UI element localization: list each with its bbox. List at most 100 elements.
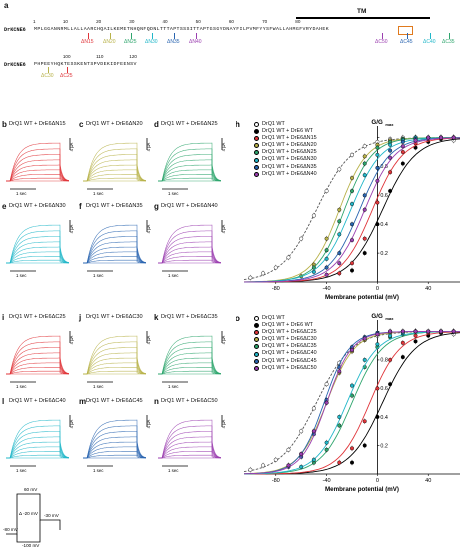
deletion-label: ΔC40 <box>423 39 436 45</box>
current-trace <box>83 142 147 182</box>
x-tick-label: 40 <box>425 478 431 484</box>
c-deletion-markers-line1: ΔC50 ΔC45 ΔC40 ΔC35 <box>0 33 470 53</box>
time-scale-label: 1 sec <box>168 384 179 389</box>
current-trace <box>6 436 70 459</box>
data-point <box>349 152 354 157</box>
data-point <box>362 443 367 448</box>
data-point <box>388 329 393 334</box>
current-trace <box>6 454 70 459</box>
data-point <box>451 329 456 334</box>
legend-marker <box>254 337 259 343</box>
data-point <box>261 463 266 468</box>
current-trace <box>6 419 70 459</box>
legend-label: DrQ1 WT + DrE6ΔC50 <box>262 364 317 371</box>
current-trace <box>83 436 147 459</box>
current-scale-label: 4 μA <box>69 335 74 344</box>
data-point <box>438 329 443 334</box>
current-trace <box>158 352 222 375</box>
current-traces: 4 μA 1 sec <box>158 331 226 389</box>
legend-item: DrQ1 WT + DrE6ΔC35 <box>254 343 317 350</box>
data-point <box>400 150 405 155</box>
current-trace <box>83 335 147 375</box>
deletion-label: ΔN35 <box>167 39 180 45</box>
deletion-tick <box>152 33 153 39</box>
data-point <box>324 400 329 405</box>
data-point <box>451 135 456 140</box>
current-trace <box>158 335 222 375</box>
tm-box <box>398 25 413 35</box>
data-point <box>362 154 367 159</box>
current-trace <box>83 256 146 264</box>
legend-marker <box>254 171 259 177</box>
residue-number: 100 <box>62 54 71 59</box>
data-point <box>362 336 367 341</box>
residue-number: 80 <box>295 19 301 24</box>
x-tick-label: 0 <box>376 286 379 292</box>
data-point <box>375 222 380 227</box>
legend-label: DrQ1 WT <box>262 121 285 127</box>
tm-bar <box>296 17 430 20</box>
current-scale-label: 4 μA <box>221 224 226 233</box>
data-point <box>324 447 329 452</box>
current-trace <box>6 335 70 375</box>
current-trace <box>158 347 222 375</box>
protocol-vtail: -30 mV <box>44 513 60 518</box>
current-trace <box>83 352 147 375</box>
current-trace <box>158 367 221 375</box>
panel-letter: g <box>154 202 159 211</box>
y-tick-label: 0.8 <box>380 358 388 364</box>
data-point <box>324 188 329 193</box>
x-tick-label: 0 <box>376 478 379 484</box>
deletion-tick <box>110 33 111 39</box>
trace-panel-title: DrQ1 WT + DrE6ΔN30 <box>9 203 66 209</box>
data-point <box>362 144 367 149</box>
current-trace <box>158 451 221 459</box>
legend-item: DrQ1 WT <box>254 121 317 128</box>
current-trace <box>83 159 147 182</box>
deletion-tick <box>67 67 68 73</box>
residue-number: 120 <box>129 54 137 59</box>
time-scale-label: 1 sec <box>93 273 104 278</box>
current-trace <box>158 224 222 264</box>
current-trace <box>158 259 222 264</box>
trace-panel-title: DrQ1 WT + DrE6ΔC45 <box>86 398 143 404</box>
legend-marker <box>254 164 259 170</box>
legend-item: DrQ1 WT + DrE6ΔN15 <box>254 135 317 142</box>
data-point <box>388 357 393 362</box>
deletion-label: ΔN30 <box>145 39 158 45</box>
y-axis-label: G/G <box>371 119 383 126</box>
current-trace <box>6 174 69 182</box>
gv-chart: h -80 -40 0 40 0.2 0.4 0.6 0.8 Membrane potential… <box>236 119 461 301</box>
current-trace <box>83 154 147 182</box>
legend-label: DrQ1 WT + DrE6ΔC25 <box>262 329 317 336</box>
y-tick-label: 0.2 <box>380 251 388 257</box>
current-traces: 4 μA 1 sec <box>6 138 74 196</box>
current-trace <box>158 177 222 182</box>
deletion-tick <box>382 33 383 39</box>
data-point <box>324 248 329 253</box>
data-point <box>324 440 329 445</box>
residue-number: 110 <box>96 54 104 59</box>
x-tick-label: -80 <box>272 286 280 292</box>
current-trace <box>6 142 70 182</box>
protocol-vtop: 60 mV <box>24 487 38 492</box>
deletion-label: ΔN25 <box>124 39 137 45</box>
current-trace <box>83 454 147 459</box>
data-point <box>426 135 431 140</box>
panel-letter: e <box>2 202 7 211</box>
protocol-vstep: Δ -20 mV <box>19 511 39 516</box>
current-trace <box>83 259 147 264</box>
legend-item: DrQ1 WT + DrE6ΔC50 <box>254 365 317 372</box>
current-trace <box>158 436 222 459</box>
chart-legend: DrQ1 WT DrQ1 WT + DrE6 WT DrQ1 WT + DrE6ΔC… <box>254 315 317 372</box>
y-tick-label: 0.8 <box>380 164 388 170</box>
fit-curve <box>244 331 460 475</box>
data-point <box>337 251 342 256</box>
current-scale-label: 4 μA <box>69 419 74 428</box>
residue-number: 70 <box>262 19 268 24</box>
data-point <box>413 138 418 143</box>
time-scale-label: 1 sec <box>16 273 27 278</box>
current-traces: 4 μA 1 sec <box>158 415 226 473</box>
legend-label: DrQ1 WT + DrE6ΔN35 <box>262 163 317 170</box>
trace-panel-title: DrQ1 WT + DrE6ΔC25 <box>9 314 66 320</box>
